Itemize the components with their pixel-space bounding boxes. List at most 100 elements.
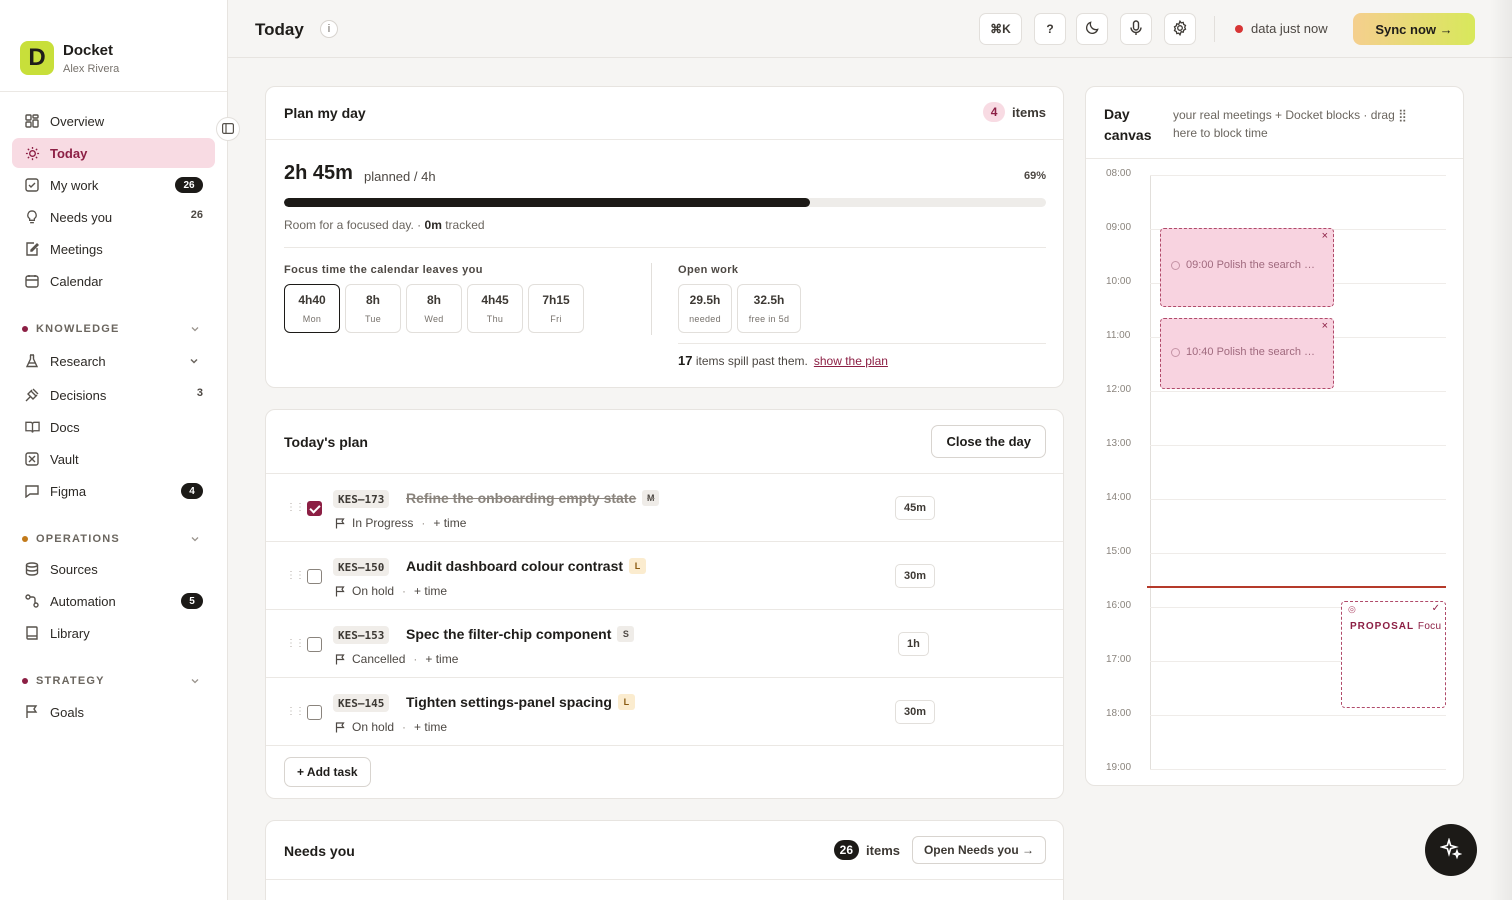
task-status[interactable]: In Progress — [352, 516, 414, 530]
close-icon[interactable]: × — [1321, 230, 1328, 242]
sidebar-item-goals[interactable]: Goals — [12, 697, 215, 727]
collapse-sidebar-button[interactable] — [216, 117, 240, 141]
task-duration[interactable]: 30m — [895, 564, 936, 588]
focus-day-tue[interactable]: 8h Tue — [345, 284, 401, 333]
top-bar: Today i ⌘K ? data just now Sync now → — [228, 0, 1512, 58]
add-task-button[interactable]: + Add task — [284, 757, 371, 787]
focus-day-thu[interactable]: 4h45 Thu — [467, 284, 523, 333]
flag-icon — [335, 653, 345, 665]
card-title: Today's plan — [284, 434, 368, 450]
task-title[interactable]: Audit dashboard colour contrast L — [406, 558, 647, 574]
task-duration[interactable]: 30m — [895, 700, 936, 724]
sidebar-item-automation[interactable]: Automation 5 — [12, 586, 215, 616]
proposal-block[interactable]: ◎ ✓ PROPOSAL Focu — [1341, 601, 1446, 708]
task-row[interactable]: ⋮⋮ KES–173 Refine the onboarding empty sta… — [266, 473, 1063, 541]
task-row[interactable]: ⋮⋮ KES–150 Audit dashboard colour contrast… — [266, 541, 1063, 609]
status-dot — [1235, 24, 1243, 33]
close-icon[interactable]: × — [1321, 320, 1328, 332]
sidebar-item-vault[interactable]: Vault — [12, 444, 215, 474]
show-plan-link[interactable]: show the plan — [813, 354, 888, 368]
task-status[interactable]: Cancelled — [352, 652, 406, 666]
sidebar-item-library[interactable]: Library — [12, 618, 215, 648]
task-key[interactable]: KES–150 — [333, 558, 390, 576]
section-knowledge[interactable]: KNOWLEDGE — [22, 321, 206, 337]
sidebar-item-calendar[interactable]: Calendar — [12, 266, 215, 296]
task-row[interactable]: ⋮⋮ KES–153 Spec the filter-chip component S… — [266, 609, 1063, 677]
card-title: Needs you — [284, 843, 355, 859]
sidebar-item-decisions[interactable]: Decisions 3 — [12, 380, 215, 410]
task-checkbox[interactable] — [307, 569, 322, 584]
focus-day-fri[interactable]: 7h15 Fri — [528, 284, 584, 333]
open-work-stat: 32.5h free in 5d — [737, 284, 801, 333]
planned-subtitle: planned / 4h — [364, 169, 436, 184]
my-work-count-badge: 26 — [175, 177, 203, 193]
add-time-link[interactable]: + time — [414, 584, 448, 598]
drag-handle-icon[interactable]: ⋮⋮ — [286, 638, 305, 649]
task-key[interactable]: KES–173 — [333, 490, 390, 508]
hour-gridline — [1150, 715, 1446, 716]
task-row[interactable]: ⋮⋮ KES–145 Tighten settings-panel spacing L… — [266, 677, 1063, 745]
focus-day-wed[interactable]: 8h Wed — [406, 284, 462, 333]
sidebar-item-label: Research — [50, 353, 106, 369]
sidebar-item-needs-you[interactable]: Needs you 26 — [12, 202, 215, 232]
sync-now-button[interactable]: Sync now → — [1353, 13, 1475, 45]
close-the-day-button[interactable]: Close the day — [931, 425, 1046, 458]
size-badge: M — [642, 490, 660, 506]
add-time-link[interactable]: + time — [414, 720, 448, 734]
accept-check-icon[interactable]: ✓ — [1431, 603, 1440, 614]
info-button[interactable]: i — [320, 20, 338, 38]
task-key[interactable]: KES–145 — [333, 694, 390, 712]
task-status[interactable]: On hold — [352, 720, 395, 734]
help-button[interactable]: ? — [1034, 13, 1066, 45]
add-time-link[interactable]: + time — [425, 652, 459, 666]
sidebar-item-docs[interactable]: Docs — [12, 412, 215, 442]
sidebar-item-today[interactable]: Today — [12, 138, 215, 168]
focus-day-mon[interactable]: 4h40 Mon — [284, 284, 340, 333]
calendar-block[interactable]: × 09:00 Polish the search … — [1160, 228, 1334, 307]
sidebar-item-sources[interactable]: Sources — [12, 554, 215, 584]
sidebar-item-research[interactable]: Research — [12, 346, 215, 376]
section-operations[interactable]: OPERATIONS — [22, 531, 206, 547]
plan-progress-bar — [284, 198, 1046, 207]
drag-handle-icon[interactable]: ◎ — [1348, 604, 1356, 614]
calendar-block[interactable]: × 10:40 Polish the search … — [1160, 318, 1334, 389]
decisions-count: 3 — [196, 387, 203, 399]
sidebar-item-label: Overview — [50, 113, 105, 129]
flag-icon — [335, 585, 345, 597]
brand[interactable]: D Docket Alex Rivera — [20, 41, 119, 75]
drag-handle-icon[interactable]: ⋮⋮ — [286, 502, 305, 513]
focus-day-label: Fri — [550, 314, 562, 324]
command-palette-button[interactable]: ⌘K — [979, 13, 1022, 45]
divider — [266, 745, 1063, 746]
sidebar-item-figma[interactable]: Figma 4 — [12, 476, 215, 506]
drag-handle-icon[interactable]: ⋮⋮ — [286, 570, 305, 581]
section-strategy[interactable]: STRATEGY — [22, 673, 206, 689]
ai-assistant-button[interactable] — [1425, 824, 1477, 876]
voice-button[interactable] — [1120, 13, 1152, 45]
drag-handle-icon[interactable]: ⋮⋮ — [286, 706, 305, 717]
task-title[interactable]: Spec the filter-chip component S — [406, 626, 635, 642]
add-time-link[interactable]: + time — [433, 516, 467, 530]
open-work-stat: 29.5h needed — [678, 284, 732, 333]
theme-toggle-button[interactable] — [1076, 13, 1108, 45]
sidebar-item-my-work[interactable]: My work 26 — [12, 170, 215, 200]
sun-icon — [24, 145, 40, 161]
open-needs-you-button[interactable]: Open Needs you → — [911, 836, 1046, 864]
hour-label: 10:00 — [1106, 276, 1132, 287]
sidebar-item-overview[interactable]: Overview — [12, 106, 215, 136]
sidebar-item-meetings[interactable]: Meetings — [12, 234, 215, 264]
task-title-text: Tighten settings-panel spacing — [406, 694, 612, 710]
task-checkbox[interactable] — [307, 637, 322, 652]
task-duration[interactable]: 1h — [898, 632, 929, 656]
sidebar-item-label: Needs you — [50, 209, 113, 225]
task-status[interactable]: On hold — [352, 584, 395, 598]
settings-button[interactable] — [1164, 13, 1196, 45]
task-title[interactable]: Refine the onboarding empty state M — [406, 490, 660, 506]
task-duration[interactable]: 45m — [895, 496, 936, 520]
task-checkbox[interactable] — [307, 705, 322, 720]
task-title[interactable]: Tighten settings-panel spacing L — [406, 694, 635, 710]
chevron-down-icon[interactable] — [189, 354, 199, 369]
task-key[interactable]: KES–153 — [333, 626, 390, 644]
task-checkbox[interactable] — [307, 501, 322, 516]
data-status: data just now — [1235, 21, 1328, 36]
